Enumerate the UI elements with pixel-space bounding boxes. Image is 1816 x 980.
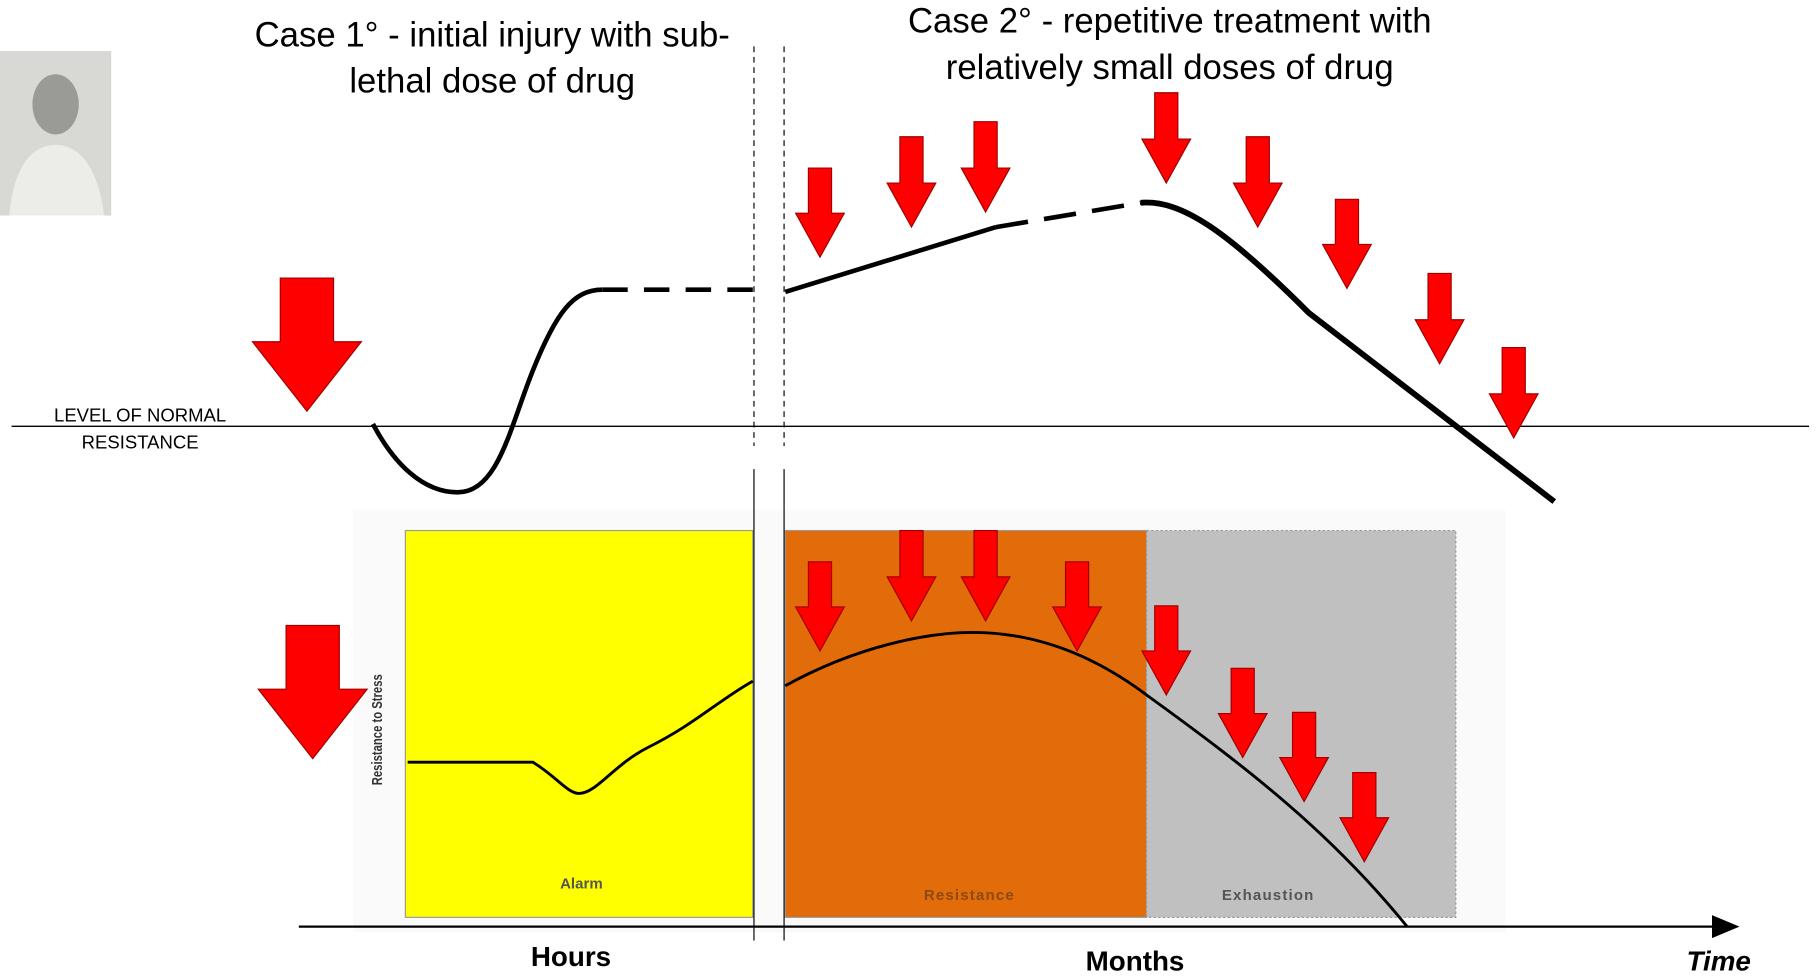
dose-arrow [1278,711,1330,803]
dose-arrow [886,529,937,623]
dose-arrow [1051,561,1103,653]
inset-curve [784,631,1409,928]
normal-level-line1: LEVEL OF NORMAL [54,405,226,426]
dose-arrow [257,624,369,760]
alarm-panel [404,529,754,918]
axis-title: Time [1687,946,1751,977]
dose-arrow [1232,136,1284,229]
dose-arrow [1217,667,1269,759]
dose-arrow [251,277,363,413]
case2-line1: Case 2° - repetitive treatment with [908,3,1432,41]
normal-level-line2: RESISTANCE [82,431,199,452]
inset-y-label: Resistance to Stress [369,674,386,785]
dose-arrow [1140,605,1192,697]
case1-line2: lethal dose of drug [349,63,635,101]
resistance-panel [784,529,1148,918]
case1-line1: Case 1° - initial injury with sub- [255,16,730,54]
inset-curve [407,679,754,795]
phase-label: Exhaustion [1222,887,1315,904]
dose-arrow [1414,272,1465,365]
dose-arrow [960,529,1011,623]
dose-arrow [1339,772,1390,863]
dose-arrow [960,121,1011,214]
resistance-curve [1140,199,1557,504]
dose-arrow [1321,198,1373,290]
portrait-face [32,74,79,135]
resistance-curve [370,287,603,495]
dose-arrow [1140,92,1192,185]
axis-label: Months [1086,946,1185,977]
dose-arrow [886,136,937,229]
portrait-body [9,144,105,216]
resistance-curve-dashed [995,200,1142,230]
resistance-curve [784,224,997,295]
axis-label: Hours [531,941,611,972]
phase-label: Alarm [560,875,603,892]
phase-label: Resistance [924,887,1015,904]
dose-arrow [794,167,846,259]
dose-arrow [1488,346,1540,440]
case2-line2: relatively small doses of drug [946,49,1394,87]
dose-arrow [794,561,846,653]
